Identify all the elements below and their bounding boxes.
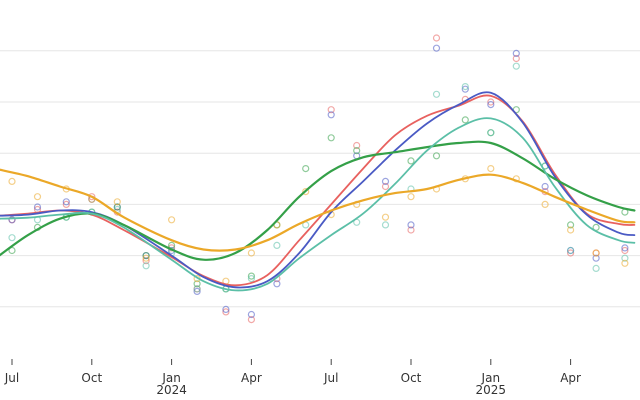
data-point-green [566, 221, 575, 229]
data-point-red [512, 54, 520, 63]
data-point-red [432, 34, 441, 42]
data-point-teal [247, 275, 255, 283]
data-point-blue [8, 216, 16, 224]
data-point-blue [487, 100, 495, 109]
data-point-blue [461, 85, 469, 93]
x-tick-label: Apr [241, 371, 262, 385]
data-point-blue [62, 198, 70, 206]
data-point-green [247, 272, 255, 280]
data-point-teal [592, 264, 600, 272]
data-point-red [327, 106, 335, 114]
y-gridlines [0, 50, 640, 308]
x-tick-year-label: 2024 [156, 383, 187, 397]
data-point-teal [381, 221, 390, 229]
data-point-orange [8, 177, 16, 185]
data-point-orange [113, 198, 121, 206]
data-point-teal [193, 285, 201, 293]
data-point-orange [381, 213, 390, 221]
trend-line-red [0, 94, 636, 287]
data-point-green [113, 203, 121, 211]
x-tick-label: Oct [81, 371, 102, 385]
data-point-green [407, 157, 415, 165]
data-point-blue [432, 44, 441, 52]
data-point-red [62, 200, 70, 208]
trend-line-green [0, 140, 636, 261]
trend-curves [0, 91, 636, 292]
data-point-orange [302, 188, 310, 196]
data-point-blue [592, 254, 600, 262]
data-point-blue [273, 280, 281, 288]
data-point-teal [566, 246, 575, 255]
data-point-blue [381, 177, 390, 185]
data-point-teal [487, 129, 495, 137]
data-point-green [193, 280, 201, 288]
data-point-orange [592, 249, 600, 257]
data-point-red [407, 226, 415, 234]
data-point-blue [512, 49, 520, 58]
data-point-blue [621, 244, 629, 252]
data-point-green [461, 116, 469, 124]
data-point-blue [407, 221, 415, 229]
data-point-teal [273, 241, 281, 249]
data-point-orange [566, 226, 575, 234]
data-point-red [222, 308, 230, 316]
data-point-teal [621, 254, 629, 262]
data-point-red [487, 98, 495, 106]
data-point-teal [512, 62, 520, 70]
x-tick-year-label: 2025 [476, 383, 507, 397]
trend-line-orange [0, 168, 636, 252]
data-point-red [88, 193, 96, 201]
data-point-blue [247, 310, 255, 319]
x-tick-label: Oct [401, 371, 422, 385]
x-tick-label: Jul [323, 371, 338, 385]
data-point-red [621, 246, 629, 255]
data-point-orange [142, 254, 150, 262]
trend-line-teal [0, 117, 636, 292]
data-point-orange [247, 249, 255, 257]
data-point-green [353, 147, 361, 155]
data-point-orange [541, 200, 549, 208]
x-tick-label: Jan [161, 371, 181, 385]
data-point-green [302, 165, 310, 173]
x-tick-label: Jan [481, 371, 501, 385]
data-point-green [432, 152, 441, 160]
x-tick-label: Apr [560, 371, 581, 385]
data-point-blue [33, 203, 42, 211]
data-point-blue [541, 182, 549, 191]
data-point-blue [222, 305, 230, 313]
data-point-orange [168, 216, 176, 224]
data-point-orange [33, 193, 42, 201]
data-point-green [327, 134, 335, 142]
data-point-teal [432, 90, 441, 98]
data-point-teal [461, 82, 469, 91]
data-point-red [566, 249, 575, 257]
data-point-red [381, 182, 390, 191]
x-tick-label: Jul [4, 371, 19, 385]
data-point-red [247, 316, 255, 324]
data-point-blue [193, 287, 201, 295]
x-tick-marks [11, 359, 572, 365]
data-point-red [353, 141, 361, 150]
data-point-orange [407, 193, 415, 201]
data-point-red [142, 257, 150, 265]
data-point-orange [621, 259, 629, 267]
data-point-blue [327, 111, 335, 119]
data-point-teal [8, 234, 16, 242]
data-point-orange [487, 165, 495, 173]
data-point-green [142, 252, 150, 260]
data-point-teal [142, 262, 150, 270]
